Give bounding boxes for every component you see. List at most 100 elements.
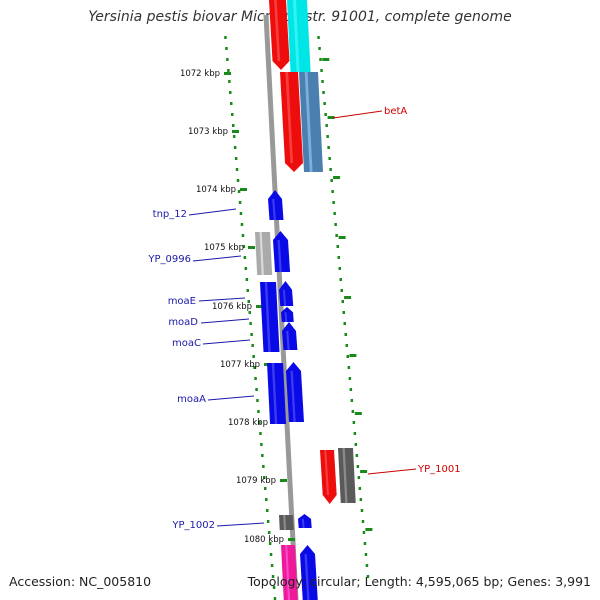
gene-labels: betA tnp_12 YP_0996 moaE moaD moaC moaA YP_1001… [147, 106, 460, 531]
outer-dot [342, 311, 345, 314]
outer-dot [328, 157, 331, 160]
label-leader-line [202, 339, 251, 345]
inner-dot [227, 69, 230, 72]
tick-label: 1077 kbp [220, 360, 260, 370]
outer-dot [334, 223, 337, 226]
inner-dot [229, 91, 232, 94]
outer-dot [330, 179, 333, 182]
outer-dot [361, 520, 365, 523]
outer-major-tick [365, 528, 373, 531]
major-tick [224, 72, 231, 75]
gene-label-moad[interactable]: moaD [168, 317, 198, 328]
gene-bottom-fwd [300, 545, 318, 600]
inner-dot [243, 256, 247, 259]
inner-dot [238, 201, 242, 204]
inner-dot [240, 223, 244, 226]
gene-pseudo [255, 232, 273, 275]
outer-dot [340, 289, 343, 292]
inner-dot [273, 597, 277, 600]
gene-moaE [279, 281, 294, 306]
inner-dot [255, 388, 258, 391]
outer-dot [363, 542, 367, 545]
outer-major-tick [333, 176, 341, 179]
gene-betA-red [280, 72, 303, 172]
outer-dot [348, 377, 352, 380]
gene-YP_1001 [338, 448, 356, 503]
major-tick [240, 188, 247, 191]
inner-dot [241, 234, 245, 237]
outer-dot [357, 476, 361, 479]
outer-dot [345, 344, 348, 347]
outer-dot [366, 575, 370, 578]
scale-ticks: 1072 kbp 1073 kbp 1074 kbp 1075 kbp 1076 kbp… [180, 36, 373, 600]
outer-dot [327, 146, 330, 149]
outer-dot [321, 80, 324, 83]
outer-dot [343, 322, 346, 325]
gene-label-moae[interactable]: moaE [168, 296, 196, 307]
gene-tnp_12 [268, 190, 284, 220]
outer-dot [350, 399, 354, 402]
inner-dot [232, 124, 235, 127]
outer-dot [319, 58, 322, 61]
inner-dot [250, 333, 253, 336]
inner-dot [264, 487, 267, 490]
outer-dot [331, 190, 334, 193]
outer-dot [355, 454, 359, 457]
gene-reverse-top [269, 0, 290, 70]
label-leader-line [200, 318, 250, 324]
outer-dot [329, 168, 332, 171]
major-tick [232, 130, 239, 133]
inner-dot [237, 190, 241, 193]
inner-dot [267, 531, 271, 534]
label-leader-line [207, 395, 255, 401]
outer-dot [349, 388, 353, 391]
inner-dot [271, 575, 275, 578]
gene-label-yp_1001[interactable]: YP_1001 [417, 464, 461, 475]
outer-dot [335, 234, 338, 237]
inner-dot [254, 377, 257, 380]
outer-major-tick [354, 412, 362, 415]
inner-dot [270, 564, 274, 567]
gene-moaA [286, 362, 304, 422]
gene-label-beta[interactable]: betA [384, 106, 407, 117]
inner-dot [236, 179, 240, 182]
gene-label-moaa[interactable]: moaA [177, 394, 206, 405]
inner-dot [244, 267, 248, 270]
inner-dot [263, 476, 266, 479]
outer-dot [332, 201, 335, 204]
gene-label-yp_1002[interactable]: YP_1002 [171, 520, 215, 531]
gene-moaC [282, 322, 298, 350]
outer-dot [353, 432, 357, 435]
outer-dot [323, 102, 326, 105]
gene-label-tnp_12[interactable]: tnp_12 [153, 209, 187, 220]
inner-dot [256, 399, 259, 402]
gene-label-yp_0996[interactable]: YP_0996 [147, 254, 191, 265]
tick-label: 1080 kbp [244, 535, 284, 545]
gene-YP_0996 [273, 231, 291, 272]
inner-dot [269, 553, 273, 556]
outer-major-tick [322, 58, 330, 61]
major-tick [256, 305, 263, 308]
outer-dot [362, 531, 366, 534]
outer-dot [337, 256, 340, 259]
outer-dot [347, 366, 351, 369]
inner-dot [262, 465, 265, 468]
gene-YP_1002 [279, 515, 294, 530]
tick-label: 1074 kbp [196, 185, 236, 195]
inner-dot [253, 366, 256, 369]
outer-dot [326, 135, 329, 138]
gene-YP_1001-red [320, 450, 337, 504]
label-leader-line [192, 255, 242, 262]
outer-major-tick [360, 470, 368, 473]
inner-dot [261, 454, 264, 457]
inner-dot [247, 300, 250, 303]
outer-dot [324, 113, 327, 116]
gene-pink [281, 545, 298, 600]
inner-dot [245, 278, 249, 281]
inner-dot [235, 168, 239, 171]
outer-major-tick [344, 296, 352, 299]
gene-label-moac[interactable]: moaC [172, 338, 201, 349]
tick-label: 1076 kbp [212, 302, 252, 312]
major-tick [248, 246, 255, 249]
